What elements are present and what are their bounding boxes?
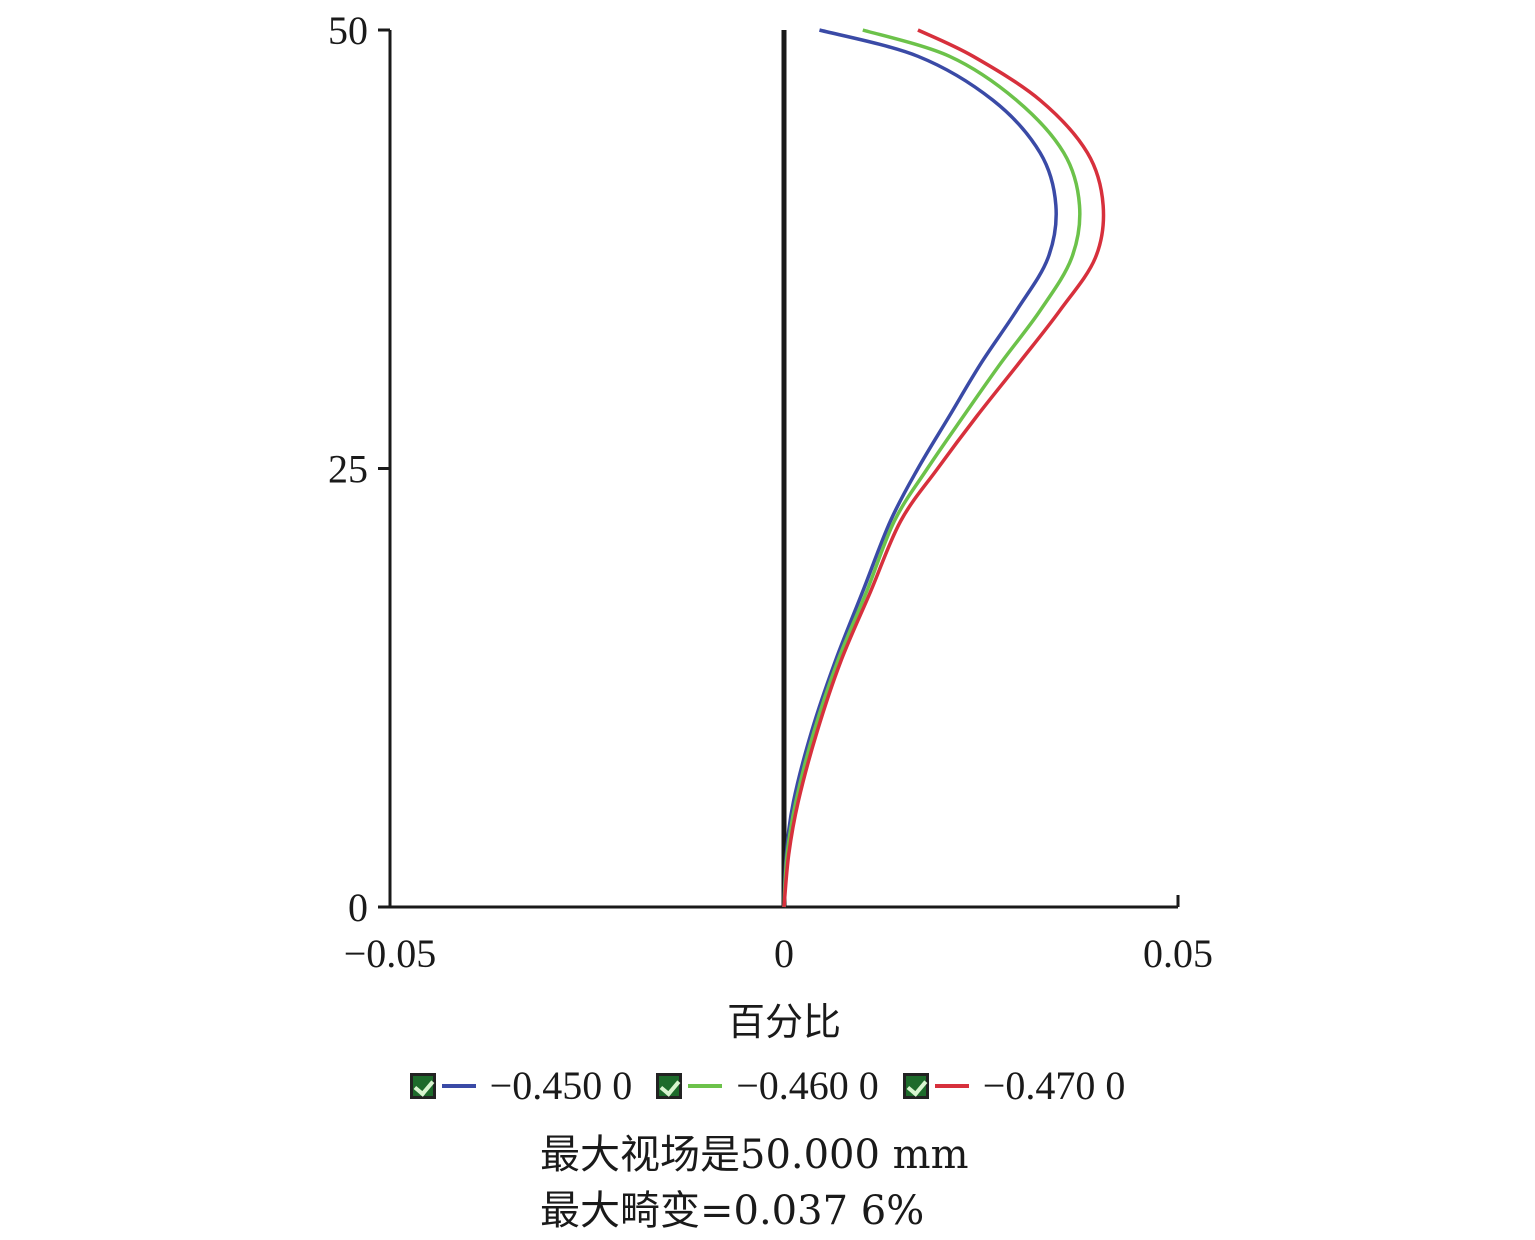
checkbox-icon[interactable] bbox=[409, 1072, 436, 1099]
y-tick-label: 25 bbox=[328, 447, 368, 492]
series-group bbox=[782, 28, 1106, 908]
legend-item-2: −0.460 0 bbox=[656, 1062, 879, 1109]
legend-item-1: −0.450 0 bbox=[409, 1062, 633, 1109]
legend: −0.450 0 −0.460 0 −0.470 0 bbox=[0, 1062, 1535, 1109]
legend-label: −0.470 0 bbox=[982, 1063, 1126, 1108]
series-line-1 bbox=[782, 28, 1058, 908]
series-line-2 bbox=[782, 28, 1082, 908]
checkbox-icon[interactable] bbox=[656, 1072, 683, 1099]
legend-item-3: −0.470 0 bbox=[902, 1062, 1126, 1109]
legend-swatch bbox=[441, 1083, 476, 1088]
x-tick-label: −0.05 bbox=[344, 931, 437, 976]
annotation-max-distortion: 最大畸变=0.037 6% bbox=[540, 1188, 925, 1234]
checkbox-icon[interactable] bbox=[902, 1072, 929, 1099]
legend-swatch bbox=[934, 1083, 969, 1088]
legend-swatch bbox=[688, 1083, 723, 1088]
axes bbox=[378, 28, 1180, 909]
series-line-3 bbox=[782, 28, 1106, 908]
x-tick-label: 0.05 bbox=[1143, 931, 1213, 976]
y-tick-label: 50 bbox=[328, 8, 368, 53]
legend-label: −0.460 0 bbox=[736, 1063, 879, 1108]
annotation-max-field: 最大视场是50.000 mm bbox=[540, 1132, 969, 1178]
legend-label: −0.450 0 bbox=[489, 1063, 633, 1108]
x-tick-label: 0 bbox=[774, 931, 794, 976]
x-axis-label: 百分比 bbox=[727, 1000, 841, 1044]
y-tick-label: 0 bbox=[348, 885, 368, 930]
